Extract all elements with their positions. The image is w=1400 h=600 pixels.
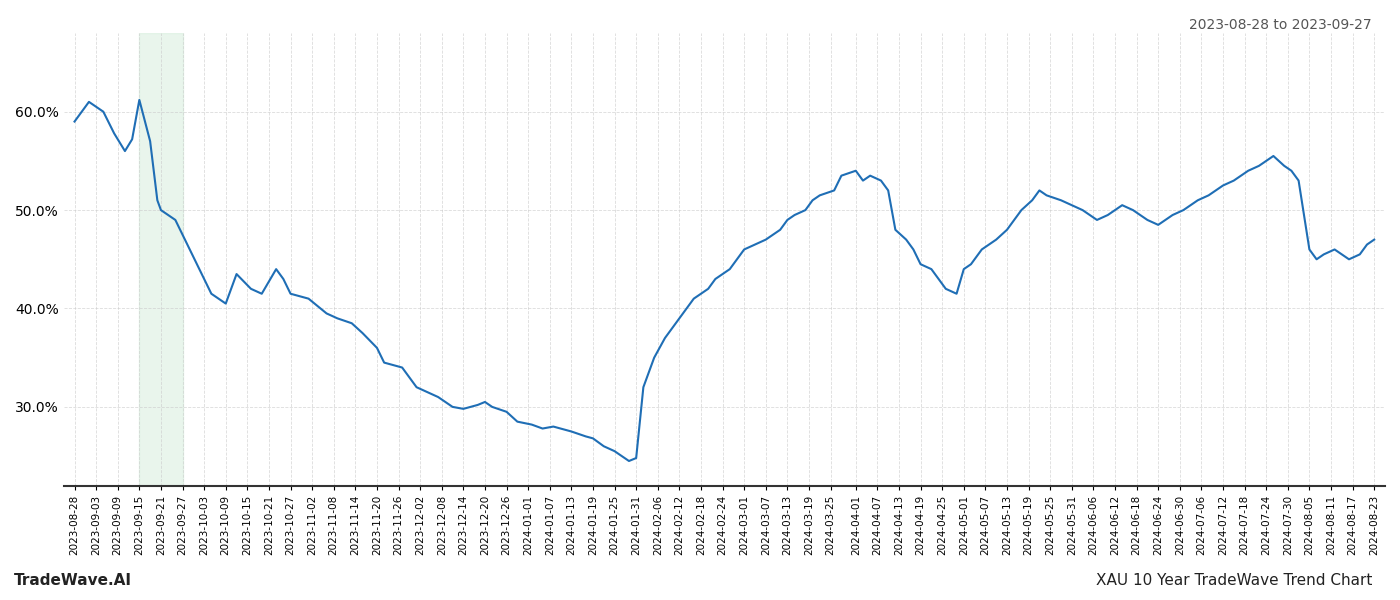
Text: TradeWave.AI: TradeWave.AI: [14, 573, 132, 588]
Bar: [140, 33, 182, 485]
Text: XAU 10 Year TradeWave Trend Chart: XAU 10 Year TradeWave Trend Chart: [1096, 573, 1372, 588]
Text: 2023-08-28 to 2023-09-27: 2023-08-28 to 2023-09-27: [1190, 18, 1372, 32]
